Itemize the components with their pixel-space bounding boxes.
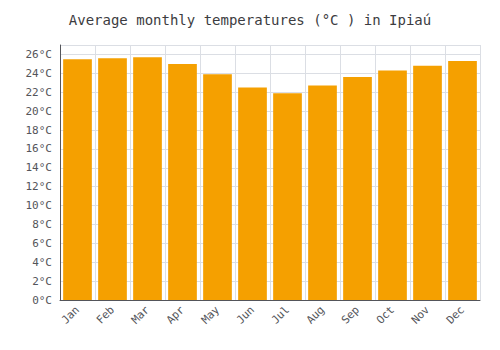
svg-text:2°C: 2°C (32, 275, 52, 288)
svg-text:24°C: 24°C (26, 67, 53, 80)
svg-text:16°C: 16°C (26, 142, 53, 155)
svg-text:26°C: 26°C (26, 48, 53, 61)
svg-text:18°C: 18°C (26, 124, 53, 137)
svg-text:Oct: Oct (374, 303, 397, 326)
svg-text:12°C: 12°C (26, 180, 53, 193)
svg-text:6°C: 6°C (32, 237, 52, 250)
svg-text:Aug: Aug (304, 303, 327, 326)
svg-text:Feb: Feb (94, 303, 117, 326)
svg-text:Nov: Nov (409, 303, 432, 326)
svg-text:Jul: Jul (269, 303, 292, 326)
svg-text:May: May (199, 303, 222, 326)
svg-text:0°C: 0°C (32, 294, 52, 307)
svg-text:20°C: 20°C (26, 105, 53, 118)
svg-text:Apr: Apr (164, 303, 187, 326)
svg-text:22°C: 22°C (26, 86, 53, 99)
svg-text:Average monthly temperatures (: Average monthly temperatures (°C ) in Ip… (69, 12, 431, 28)
svg-text:14°C: 14°C (26, 161, 53, 174)
svg-text:4°C: 4°C (32, 256, 52, 269)
svg-text:Mar: Mar (129, 303, 152, 326)
svg-text:Dec: Dec (444, 303, 467, 326)
svg-text:8°C: 8°C (32, 218, 52, 231)
svg-text:10°C: 10°C (26, 199, 53, 212)
svg-text:Jun: Jun (234, 303, 257, 326)
svg-text:Jan: Jan (59, 303, 82, 326)
svg-text:Sep: Sep (339, 303, 362, 326)
